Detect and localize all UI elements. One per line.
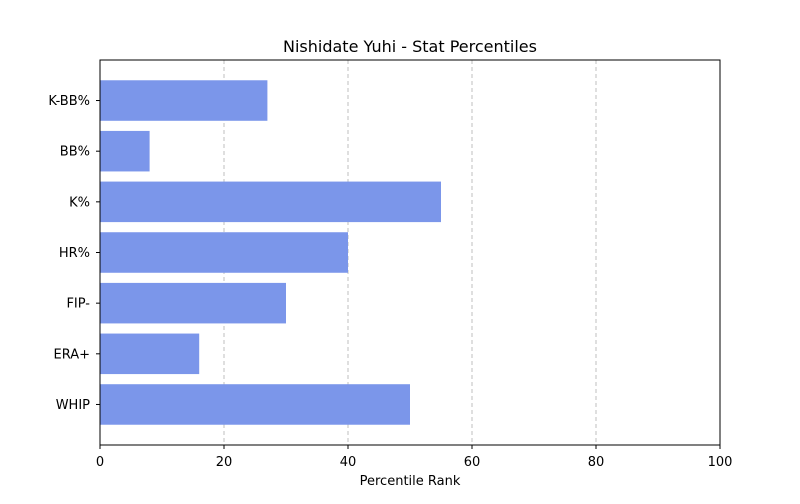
bar-era-: [100, 333, 200, 375]
x-tick-label: 0: [96, 455, 104, 470]
x-tick-label: 80: [588, 455, 605, 470]
x-tick-label: 40: [340, 455, 357, 470]
y-tick-label: BB%: [60, 145, 90, 160]
x-axis: 0 20 40 60 80 100: [96, 445, 733, 470]
bar-k-: [100, 181, 441, 223]
x-tick-label: 20: [216, 455, 233, 470]
y-tick-label: K%: [69, 195, 90, 210]
y-tick-label: WHIP: [56, 398, 90, 413]
bar-whip: [100, 384, 410, 425]
y-tick-label: ERA+: [53, 347, 90, 362]
y-axis: K-BB% BB% K% HR% FIP- ERA+ WHIP: [48, 94, 100, 413]
x-axis-label: Percentile Rank: [360, 474, 461, 489]
x-tick-label: 100: [708, 455, 733, 470]
bar-bb-: [100, 130, 150, 172]
bar-k-bb-: [100, 80, 268, 121]
x-tick-label: 60: [464, 455, 481, 470]
bars-layer: [100, 80, 441, 425]
chart-title: Nishidate Yuhi - Stat Percentiles: [283, 37, 537, 56]
y-tick-label: HR%: [59, 246, 90, 261]
y-tick-label: FIP-: [66, 297, 90, 312]
bar-hr-: [100, 232, 348, 273]
bar-fip-: [100, 282, 286, 324]
y-tick-label: K-BB%: [48, 94, 90, 109]
